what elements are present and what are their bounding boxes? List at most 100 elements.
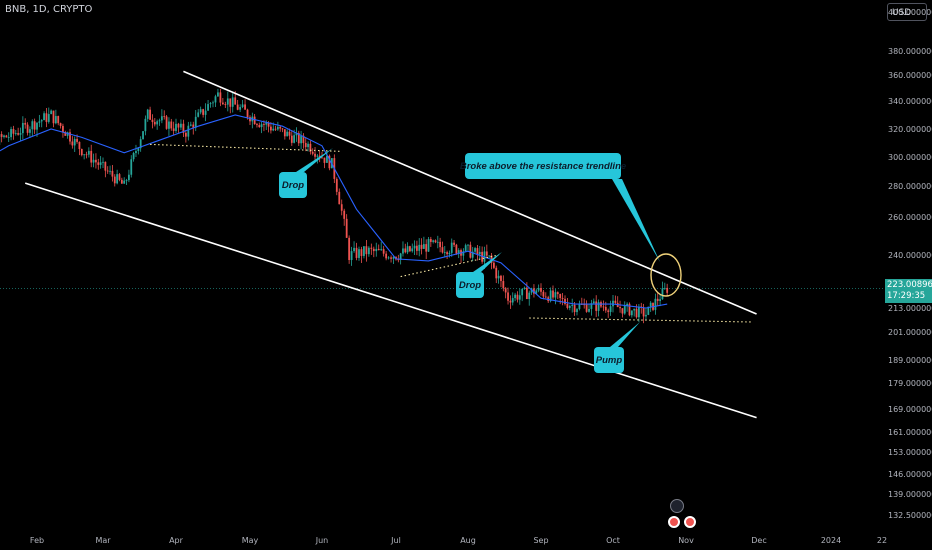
candle-body — [197, 112, 200, 117]
candle-body — [621, 308, 624, 314]
y-tick-label: 300.00000000 — [888, 153, 932, 162]
candle-body — [392, 256, 395, 259]
candle-body — [304, 143, 307, 148]
candle-body — [59, 123, 62, 126]
candle-body — [52, 110, 55, 124]
candle-body — [623, 305, 626, 314]
candle-body — [64, 131, 67, 136]
candle-body — [429, 239, 432, 242]
candle-body — [476, 248, 479, 255]
candle-body — [263, 124, 265, 125]
candle-body — [418, 244, 421, 251]
candle-body — [595, 301, 598, 311]
candle-body — [244, 104, 246, 110]
flag-icon-2[interactable] — [684, 516, 696, 528]
flag-icon-1[interactable] — [668, 516, 680, 528]
candle-body — [109, 170, 111, 172]
y-tick-label: 132.50000000 — [888, 511, 932, 520]
candle-body — [370, 247, 373, 249]
symbol-title: BNB, 1D, CRYPTO — [5, 4, 93, 15]
candle-body — [7, 137, 10, 138]
candle-body — [649, 302, 652, 307]
candle-body — [5, 135, 8, 138]
candle-body — [170, 121, 173, 129]
candle-body — [485, 251, 488, 256]
pump-callout-pointer — [610, 322, 640, 347]
candle-body — [12, 129, 15, 134]
candle-body — [156, 121, 159, 125]
y-tick-label: 320.00000000 — [888, 125, 932, 134]
candle-body — [87, 150, 90, 155]
candle-body — [10, 129, 12, 138]
candle-body — [345, 218, 348, 238]
candle-body — [626, 303, 629, 306]
candle-body — [358, 249, 360, 258]
candle-body — [411, 248, 414, 252]
candle-body — [436, 241, 439, 243]
candle-body — [3, 135, 5, 137]
candle-body — [443, 252, 446, 253]
candle-body — [73, 138, 76, 146]
candle-body — [311, 151, 314, 154]
candle-body — [151, 119, 154, 123]
lightning-icon[interactable] — [670, 499, 684, 513]
candle-body — [328, 155, 331, 169]
candle-body — [180, 123, 182, 128]
candle-body — [402, 248, 404, 254]
candle-body — [638, 306, 640, 318]
candle-body — [399, 253, 402, 260]
candle-body — [142, 131, 144, 140]
candle-body — [363, 246, 365, 256]
candle-body — [184, 132, 187, 137]
candle-body — [528, 292, 531, 299]
x-tick-label: Feb — [30, 536, 44, 545]
y-tick-label: 201.00000000 — [888, 328, 932, 337]
candle-body — [590, 303, 593, 309]
candle-body — [231, 97, 234, 107]
candle-body — [502, 281, 505, 289]
candle-body — [441, 247, 444, 253]
candle-body — [535, 290, 538, 294]
candle-body — [286, 131, 289, 137]
candle-body — [187, 125, 190, 137]
candle-body — [207, 104, 209, 111]
candle-body — [390, 257, 392, 259]
candle-body — [630, 310, 633, 316]
x-tick-label: Sep — [533, 536, 548, 545]
candle-body — [432, 240, 435, 242]
currency-button[interactable]: USD — [887, 3, 927, 21]
candle-body — [26, 124, 29, 133]
candle-body — [270, 126, 272, 131]
candle-body — [302, 135, 305, 144]
candle-body — [69, 132, 71, 142]
candle-body — [300, 135, 302, 144]
candle-body — [372, 248, 375, 252]
candle-body — [267, 122, 270, 127]
candle-body — [125, 180, 128, 181]
candle-body — [367, 247, 370, 255]
candle-body — [661, 288, 664, 300]
candle-body — [57, 116, 60, 124]
candle-body — [83, 154, 86, 156]
candle-body — [453, 242, 455, 245]
candle-body — [406, 246, 409, 253]
candle-body — [439, 241, 442, 248]
candle-body — [130, 159, 133, 175]
candle-body — [288, 131, 291, 136]
candle-body — [647, 306, 650, 315]
candle-body — [578, 304, 581, 310]
x-tick-label: Apr — [169, 536, 184, 545]
candle-body — [224, 104, 227, 105]
candle-body — [307, 143, 309, 148]
candle-body — [272, 128, 275, 131]
candle-body — [448, 252, 451, 255]
candle-body — [602, 306, 605, 308]
candle-body — [471, 251, 474, 258]
candle-body — [163, 116, 166, 118]
candle-body — [172, 128, 175, 131]
candle-body — [416, 245, 418, 251]
candle-body — [654, 298, 657, 310]
candle-body — [85, 154, 88, 156]
